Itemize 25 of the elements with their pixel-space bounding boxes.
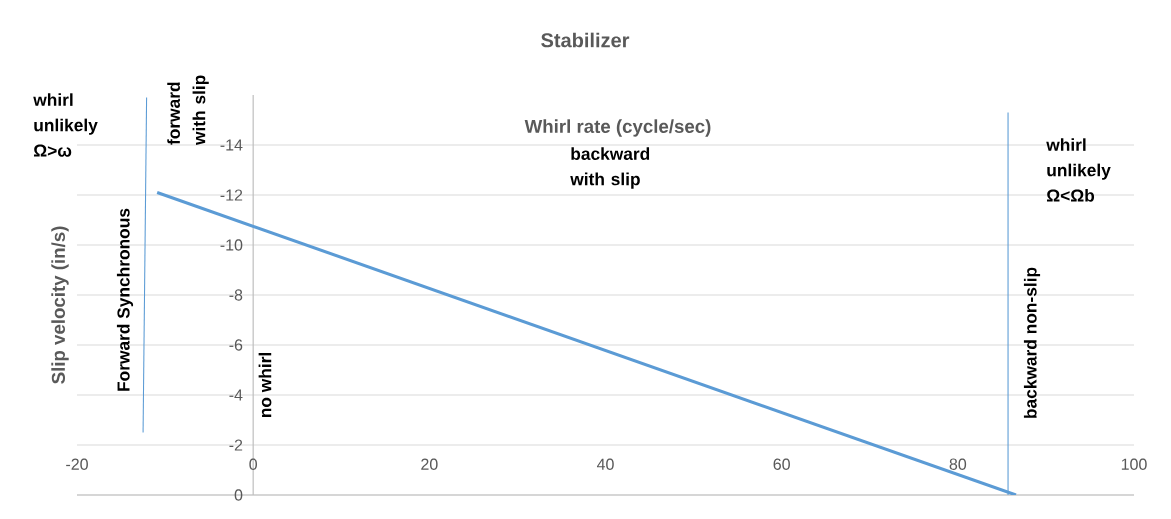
y-tick-label: -14 bbox=[220, 139, 243, 151]
y-tick-label: 0 bbox=[234, 489, 243, 501]
annotation: Forward Synchronous bbox=[116, 208, 134, 391]
annotation: forward with slip bbox=[167, 75, 209, 146]
y-tick-label: -8 bbox=[229, 289, 243, 301]
x-tick-label: 60 bbox=[773, 458, 790, 470]
annotation: whirl unlikely Ω>ω bbox=[33, 93, 98, 157]
y-tick-label: -12 bbox=[220, 189, 243, 201]
annotation: backward non-slip bbox=[1023, 267, 1041, 418]
annotation: backward with slip bbox=[570, 147, 650, 189]
y-tick-label: -2 bbox=[229, 439, 243, 451]
chart-title: Stabilizer bbox=[541, 32, 630, 48]
annotation: no whirl bbox=[258, 353, 272, 418]
y-tick-label: -4 bbox=[229, 389, 243, 401]
x-tick-label: -20 bbox=[66, 458, 88, 470]
y-tick-label: -6 bbox=[229, 339, 243, 351]
x-tick-label: 0 bbox=[249, 458, 257, 470]
x-tick-label: 80 bbox=[949, 458, 967, 470]
x-tick-label: 20 bbox=[421, 458, 438, 470]
annotation: whirl unlikely Ω<Ωb bbox=[1046, 138, 1111, 202]
y-axis-title: Slip velocity (in/s) bbox=[51, 226, 69, 384]
x-axis-title: Whirl rate (cycle/sec) bbox=[524, 119, 711, 137]
x-tick-label: 100 bbox=[1121, 458, 1147, 470]
x-tick-label: 40 bbox=[596, 458, 614, 470]
y-tick-label: -10 bbox=[220, 239, 243, 251]
